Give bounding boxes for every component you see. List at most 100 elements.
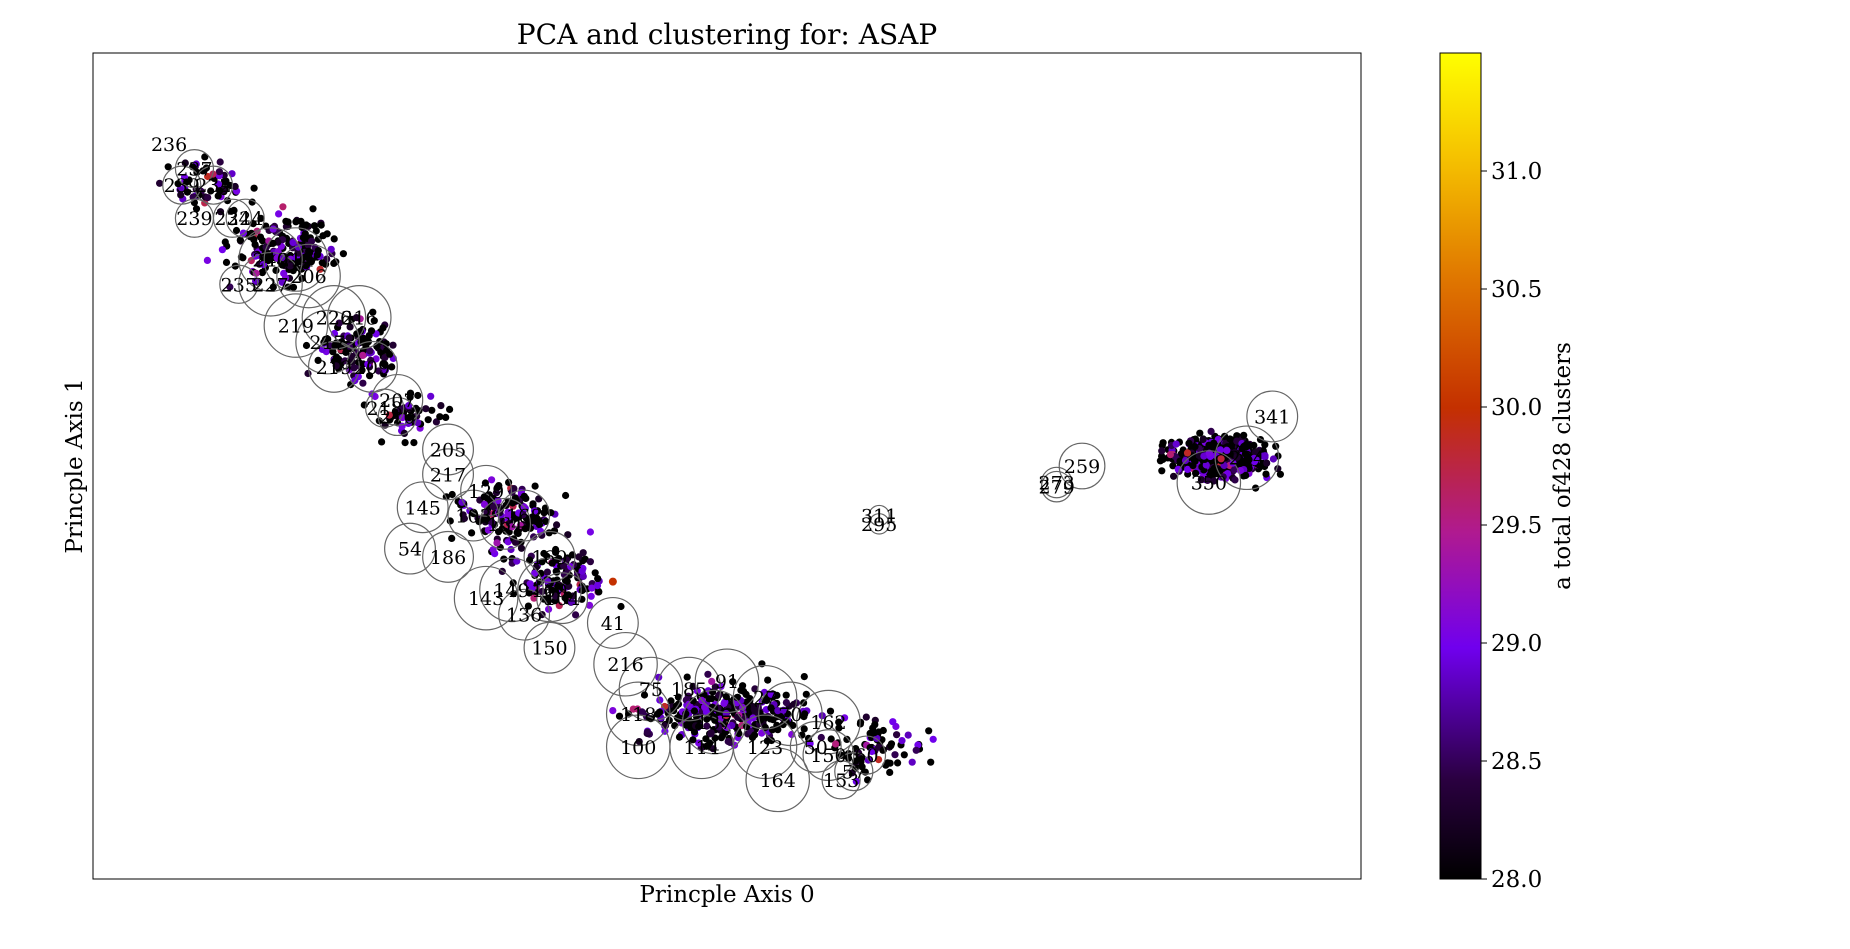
scatter-point bbox=[302, 341, 311, 350]
scatter-point bbox=[436, 413, 444, 421]
cluster-label: 153 bbox=[823, 770, 859, 792]
colorbar-tick-label: 29.5 bbox=[1491, 513, 1542, 539]
scatter-point bbox=[555, 602, 563, 610]
scatter-point bbox=[774, 726, 782, 734]
scatter-point bbox=[298, 223, 306, 231]
scatter-point bbox=[530, 594, 538, 602]
scatter-point bbox=[156, 179, 164, 187]
scatter-point bbox=[529, 500, 537, 508]
scatter-point bbox=[216, 187, 224, 195]
scatter-point bbox=[572, 611, 580, 619]
colorbar-tick-label: 28.5 bbox=[1491, 749, 1542, 775]
scatter-point bbox=[1191, 443, 1199, 451]
scatter-point bbox=[401, 439, 409, 447]
cluster-label: 219 bbox=[316, 357, 352, 379]
scatter-point bbox=[656, 696, 664, 704]
scatter-point bbox=[294, 248, 302, 256]
cluster-label: 50 bbox=[804, 737, 828, 759]
scatter-point bbox=[265, 253, 273, 261]
scatter-point bbox=[548, 586, 556, 594]
scatter-point bbox=[1262, 470, 1270, 478]
cluster-label: 114 bbox=[684, 737, 720, 759]
scatter-point bbox=[448, 490, 456, 499]
scatter-point bbox=[927, 758, 935, 766]
scatter-point bbox=[367, 327, 376, 335]
cluster-label: 91 bbox=[715, 671, 739, 693]
scatter-point bbox=[269, 283, 277, 291]
cluster-circle bbox=[460, 464, 513, 517]
scatter-point bbox=[879, 726, 887, 735]
cluster-label: 27 bbox=[753, 687, 777, 709]
scatter-point bbox=[1176, 457, 1184, 465]
scatter-point bbox=[912, 746, 920, 754]
colorbar-tick-label: 31.0 bbox=[1491, 159, 1542, 185]
cluster-label: 75 bbox=[639, 679, 663, 701]
cluster-label: 341 bbox=[1254, 406, 1290, 428]
scatter-point bbox=[1240, 442, 1248, 451]
scatter-point bbox=[782, 718, 790, 726]
scatter-point bbox=[689, 682, 697, 691]
scatter-point bbox=[704, 670, 712, 678]
scatter-point bbox=[330, 235, 338, 243]
scatter-point bbox=[564, 531, 572, 539]
scatter-point bbox=[894, 759, 902, 767]
scatter-point bbox=[327, 245, 335, 253]
cluster-label: 104 bbox=[544, 588, 580, 610]
cluster-circle bbox=[396, 481, 449, 534]
cluster-circle bbox=[586, 596, 639, 649]
cluster-circle bbox=[193, 165, 234, 205]
scatter-point bbox=[908, 758, 916, 766]
scatter-point bbox=[1261, 452, 1269, 460]
scatter-point bbox=[671, 722, 679, 730]
scatter-point bbox=[316, 265, 324, 273]
cluster-circle bbox=[422, 423, 474, 476]
cluster-label: 234 bbox=[214, 208, 250, 230]
scatter-point bbox=[1205, 441, 1213, 449]
scatter-point bbox=[835, 718, 843, 726]
scatter-point bbox=[177, 191, 185, 199]
cluster-label: 143 bbox=[468, 588, 504, 610]
cluster-label: 57 bbox=[842, 762, 866, 784]
scatter-point bbox=[203, 256, 211, 264]
cluster-circle bbox=[453, 565, 519, 631]
scatter-point bbox=[594, 575, 602, 583]
cluster-label: 217 bbox=[309, 332, 345, 354]
scatter-point bbox=[708, 695, 716, 703]
scatter-point bbox=[437, 402, 445, 410]
scatter-point bbox=[378, 438, 386, 446]
scatter-point bbox=[886, 759, 894, 767]
scatter-point bbox=[381, 361, 389, 369]
scatter-point bbox=[722, 693, 730, 701]
scatter-point bbox=[282, 274, 290, 282]
scatter-point bbox=[1184, 465, 1192, 473]
scatter-point bbox=[535, 495, 543, 503]
scatter-point bbox=[682, 721, 690, 729]
cluster-label: 168 bbox=[506, 506, 542, 528]
scatter-point bbox=[715, 723, 723, 731]
scatter-point bbox=[314, 356, 322, 364]
cluster-label: 164 bbox=[760, 770, 796, 792]
scatter-point bbox=[508, 523, 516, 531]
scatter-point bbox=[386, 350, 394, 358]
scatter-point bbox=[427, 392, 435, 400]
scatter-point bbox=[1192, 469, 1200, 477]
scatter-point bbox=[275, 210, 283, 218]
scatter-point bbox=[875, 756, 883, 764]
scatter-point bbox=[564, 591, 572, 599]
cluster-circle bbox=[1058, 442, 1106, 490]
scatter-point bbox=[309, 205, 317, 213]
scatter-point bbox=[887, 742, 895, 750]
scatter-point bbox=[893, 731, 901, 739]
cluster-label: 218 bbox=[367, 398, 403, 420]
scatter-point bbox=[215, 168, 223, 176]
scatter-point bbox=[1197, 476, 1205, 484]
scatter-point bbox=[247, 257, 255, 265]
scatter-point bbox=[702, 742, 711, 750]
scatter-point bbox=[1203, 476, 1212, 484]
cluster-label: 210 bbox=[379, 406, 415, 428]
scatter-point bbox=[733, 693, 741, 702]
scatter-point bbox=[525, 589, 533, 597]
scatter-point bbox=[257, 214, 265, 222]
scatter-point bbox=[1158, 447, 1166, 455]
cluster-circle bbox=[1176, 450, 1242, 515]
